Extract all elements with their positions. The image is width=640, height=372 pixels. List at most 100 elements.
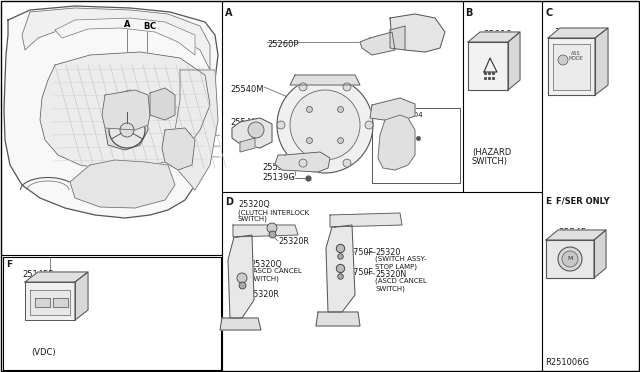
Text: (VDC): (VDC) — [32, 348, 56, 357]
Text: 25260P: 25260P — [267, 40, 298, 49]
Bar — [372, 108, 460, 183]
Text: B: B — [143, 22, 149, 31]
Polygon shape — [390, 14, 445, 52]
Polygon shape — [55, 18, 195, 55]
Polygon shape — [548, 38, 595, 95]
Circle shape — [558, 55, 568, 65]
Text: C: C — [545, 8, 552, 18]
Text: A: A — [225, 8, 232, 18]
Text: 25320Q: 25320Q — [250, 260, 282, 269]
Polygon shape — [275, 152, 330, 172]
Text: SWITCH): SWITCH) — [238, 216, 268, 222]
Circle shape — [337, 106, 344, 112]
Text: 25139G: 25139G — [262, 173, 295, 182]
Text: 25750F: 25750F — [343, 248, 373, 257]
Circle shape — [237, 273, 247, 283]
Circle shape — [267, 223, 277, 233]
Polygon shape — [378, 115, 415, 170]
Polygon shape — [105, 90, 148, 150]
Text: (ASCD CANCEL: (ASCD CANCEL — [375, 278, 427, 285]
Text: F: F — [6, 260, 12, 269]
Circle shape — [558, 247, 582, 271]
Polygon shape — [553, 44, 590, 90]
Polygon shape — [75, 272, 88, 320]
Polygon shape — [233, 225, 298, 237]
Circle shape — [277, 121, 285, 129]
Text: (CLUTCH INTERLOCK: (CLUTCH INTERLOCK — [238, 209, 309, 215]
Text: SWITCH): SWITCH) — [250, 275, 280, 282]
Text: SWITCH): SWITCH) — [472, 157, 508, 166]
Circle shape — [109, 112, 145, 148]
Text: 25320Q: 25320Q — [238, 200, 269, 209]
Text: 25550M: 25550M — [262, 163, 296, 172]
Polygon shape — [150, 88, 175, 120]
Text: A: A — [124, 20, 131, 29]
Polygon shape — [548, 28, 608, 38]
Polygon shape — [232, 118, 272, 148]
Text: STOP LAMP): STOP LAMP) — [375, 263, 417, 269]
Text: 25020V: 25020V — [554, 28, 589, 37]
Text: E: E — [545, 197, 551, 206]
Text: 25320: 25320 — [375, 248, 401, 257]
Text: SEE SEC. 404: SEE SEC. 404 — [374, 112, 423, 118]
Text: 25320R: 25320R — [278, 237, 309, 246]
Text: 25750F: 25750F — [343, 268, 373, 277]
Text: 25145P: 25145P — [22, 270, 53, 279]
Circle shape — [299, 159, 307, 167]
Polygon shape — [25, 272, 88, 282]
Polygon shape — [70, 160, 175, 208]
Polygon shape — [4, 6, 218, 218]
Circle shape — [277, 77, 373, 173]
Polygon shape — [468, 42, 508, 90]
Text: M: M — [567, 257, 573, 262]
Polygon shape — [468, 32, 520, 42]
Polygon shape — [228, 235, 254, 318]
Circle shape — [307, 106, 312, 112]
Circle shape — [337, 138, 344, 144]
Polygon shape — [316, 312, 360, 326]
Polygon shape — [102, 90, 150, 130]
Text: (SWITCH ASSY-: (SWITCH ASSY- — [375, 256, 426, 263]
Text: (HAZARD: (HAZARD — [472, 148, 511, 157]
Bar — [3, 257, 221, 370]
Text: 25320N: 25320N — [375, 270, 406, 279]
Polygon shape — [546, 230, 606, 240]
Text: F/SER ONLY: F/SER ONLY — [556, 197, 610, 206]
Polygon shape — [370, 98, 415, 122]
Text: B: B — [465, 8, 472, 18]
Circle shape — [290, 90, 360, 160]
Polygon shape — [594, 230, 606, 278]
Text: D: D — [113, 178, 120, 187]
Text: SWITCH): SWITCH) — [375, 285, 405, 292]
Text: (ASCD CANCEL: (ASCD CANCEL — [250, 268, 302, 275]
Polygon shape — [595, 28, 608, 95]
Text: 25540M: 25540M — [230, 85, 264, 94]
Polygon shape — [35, 298, 50, 307]
Circle shape — [299, 83, 307, 91]
Circle shape — [365, 121, 373, 129]
Polygon shape — [53, 298, 68, 307]
Text: R251006G: R251006G — [545, 358, 589, 367]
Polygon shape — [360, 32, 395, 55]
Polygon shape — [220, 318, 261, 330]
Polygon shape — [546, 240, 594, 278]
Polygon shape — [162, 128, 195, 170]
Polygon shape — [30, 290, 70, 315]
Circle shape — [120, 123, 134, 137]
Circle shape — [343, 159, 351, 167]
Polygon shape — [240, 138, 255, 152]
Text: 25540: 25540 — [230, 118, 256, 127]
Text: ASS
MODE: ASS MODE — [568, 51, 584, 61]
Polygon shape — [25, 282, 75, 320]
Polygon shape — [22, 8, 210, 70]
Polygon shape — [326, 225, 355, 312]
Circle shape — [562, 251, 578, 267]
Circle shape — [343, 83, 351, 91]
Circle shape — [248, 122, 264, 138]
Polygon shape — [40, 52, 210, 170]
Text: D: D — [225, 197, 233, 207]
Polygon shape — [390, 26, 405, 50]
Text: E: E — [150, 193, 156, 202]
Text: 25545: 25545 — [558, 228, 586, 237]
Polygon shape — [175, 70, 218, 190]
